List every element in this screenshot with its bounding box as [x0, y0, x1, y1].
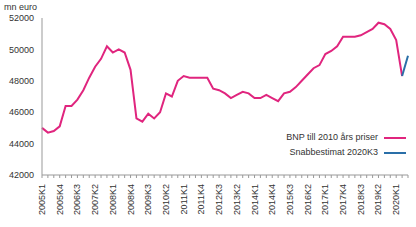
html-text:Snabbestimat 2020K3: Snabbestimat 2020K3: [289, 147, 378, 157]
svg-text:2018K3: 2018K3: [356, 184, 366, 215]
svg-text:2014K4: 2014K4: [267, 184, 277, 215]
svg-text:44000: 44000: [9, 139, 34, 149]
svg-text:2017K1: 2017K1: [320, 184, 330, 215]
svg-text:2012K3: 2012K3: [214, 184, 224, 215]
svg-text:2017K4: 2017K4: [338, 184, 348, 215]
svg-text:2008K1: 2008K1: [108, 184, 118, 215]
svg-text:2011K4: 2011K4: [196, 184, 206, 214]
svg-text:2011K1: 2011K1: [179, 184, 189, 214]
svg-text:2015K3: 2015K3: [285, 184, 295, 215]
svg-text:50000: 50000: [9, 45, 34, 55]
html-text:mn euro: mn euro: [4, 2, 37, 12]
svg-text:2007K2: 2007K2: [90, 184, 100, 215]
svg-text:2008K4: 2008K4: [126, 184, 136, 215]
svg-text:42000: 42000: [9, 170, 34, 180]
svg-text:2009K3: 2009K3: [143, 184, 153, 215]
svg-text:2013K2: 2013K2: [232, 184, 242, 215]
svg-text:2006K3: 2006K3: [72, 184, 82, 215]
svg-text:2014K1: 2014K1: [250, 184, 260, 215]
svg-text:2020K1: 2020K1: [391, 184, 401, 215]
html-text:BNP till 2010 års priser: BNP till 2010 års priser: [286, 132, 378, 142]
svg-text:46000: 46000: [9, 107, 34, 117]
svg-text:2005K4: 2005K4: [55, 184, 65, 215]
svg-text:48000: 48000: [9, 76, 34, 86]
svg-text:2010K2: 2010K2: [161, 184, 171, 215]
svg-text:2019K2: 2019K2: [373, 184, 383, 215]
svg-text:52000: 52000: [9, 13, 34, 23]
svg-text:2016K2: 2016K2: [303, 184, 313, 215]
svg-text:2005K1: 2005K1: [37, 184, 47, 215]
